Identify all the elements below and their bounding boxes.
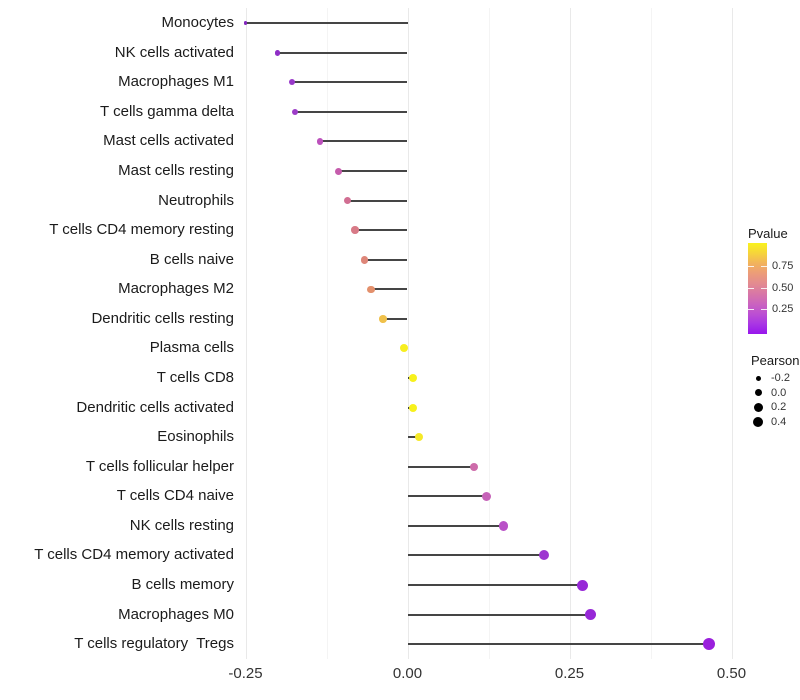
pearson-size-label: 0.4 xyxy=(771,415,787,428)
category-label: Plasma cells xyxy=(149,339,234,357)
stem-line xyxy=(355,229,408,232)
data-point xyxy=(274,50,280,56)
category-label: B cells memory xyxy=(131,576,234,594)
data-point xyxy=(469,462,479,471)
pvalue-tick-label: 0.75 xyxy=(772,260,794,272)
stem-line xyxy=(245,22,408,25)
data-point xyxy=(409,374,418,383)
grid-major--0.25 xyxy=(245,8,247,659)
pvalue-gradient-bar xyxy=(748,243,767,334)
stem-line xyxy=(407,554,544,557)
category-label: NK cells resting xyxy=(129,516,234,534)
category-label: T cells CD4 naive xyxy=(116,487,234,505)
category-label: T cells regulatory Tregs xyxy=(74,635,234,653)
data-point xyxy=(702,637,716,651)
stem-line xyxy=(407,643,709,646)
category-label: T cells gamma delta xyxy=(100,102,234,120)
data-point xyxy=(400,344,409,353)
data-point xyxy=(289,79,296,86)
x-tick-label: 0.25 xyxy=(554,665,585,682)
stem-line xyxy=(407,495,487,498)
category-label: Dendritic cells resting xyxy=(91,309,234,327)
x-tick-label: -0.25 xyxy=(228,665,263,682)
pearson-legend-title: Pearson xyxy=(751,353,800,368)
stem-line xyxy=(407,465,475,468)
category-label: T cells CD4 memory activated xyxy=(34,546,234,564)
stem-line xyxy=(292,81,408,84)
data-point xyxy=(576,579,588,591)
stem-line xyxy=(364,258,408,261)
grid-major-0 xyxy=(407,8,409,659)
pvalue-tick-label: 0.25 xyxy=(772,303,794,315)
category-label: Mast cells resting xyxy=(118,162,234,180)
category-label: T cells CD8 xyxy=(156,369,234,387)
data-point xyxy=(292,108,299,115)
pvalue-bar-tick xyxy=(748,287,754,289)
stem-line xyxy=(371,288,408,291)
stem-line xyxy=(407,524,504,527)
data-point xyxy=(584,609,596,621)
category-label: T cells CD4 memory resting xyxy=(49,221,234,239)
data-point xyxy=(482,491,492,501)
pvalue-bar-tick xyxy=(761,266,767,267)
category-label: Macrophages M0 xyxy=(118,605,234,623)
data-point xyxy=(316,138,324,145)
data-point xyxy=(367,285,375,294)
data-point xyxy=(538,550,549,561)
grid-minor-0.125 xyxy=(488,8,490,659)
x-tick-label: 0.00 xyxy=(392,665,423,682)
category-label: Dendritic cells activated xyxy=(76,398,234,416)
pvalue-bar-tick xyxy=(748,266,754,267)
grid-minor--0.125 xyxy=(326,8,328,659)
grid-minor-0.375 xyxy=(650,8,652,659)
category-label: Mast cells activated xyxy=(103,132,234,150)
pearson-size-label: -0.2 xyxy=(771,372,790,384)
pearson-size-dot xyxy=(754,389,762,397)
pvalue-bar-tick xyxy=(748,309,754,310)
stem-line xyxy=(407,584,583,587)
data-point xyxy=(409,403,418,412)
category-label: NK cells activated xyxy=(114,43,234,61)
data-point xyxy=(344,197,352,205)
stem-line xyxy=(277,51,408,54)
category-label: Monocytes xyxy=(161,14,234,32)
stem-line xyxy=(338,170,408,173)
pvalue-tick-label: 0.50 xyxy=(772,281,794,294)
stem-line xyxy=(407,436,420,439)
pearson-size-dot xyxy=(755,375,761,381)
stem-line xyxy=(347,199,408,202)
grid-major-0.25 xyxy=(569,8,571,659)
category-label: Eosinophils xyxy=(157,428,234,446)
data-point xyxy=(360,256,369,264)
category-label: Macrophages M2 xyxy=(118,280,234,298)
data-point xyxy=(243,21,248,25)
stem-line xyxy=(407,613,591,616)
pvalue-bar-tick xyxy=(761,287,767,289)
category-label: T cells follicular helper xyxy=(85,457,234,475)
category-label: Neutrophils xyxy=(158,191,234,209)
pearson-size-dot xyxy=(753,402,763,412)
category-label: B cells naive xyxy=(149,250,234,268)
data-point xyxy=(498,521,509,531)
pearson-size-dot xyxy=(752,416,764,428)
pvalue-legend-title: Pvalue xyxy=(748,226,788,241)
pvalue-bar-tick xyxy=(761,309,767,310)
data-point xyxy=(414,432,424,442)
stem-line xyxy=(382,317,408,320)
category-label: Macrophages M1 xyxy=(118,73,234,91)
data-point xyxy=(379,315,387,323)
stem-line xyxy=(295,110,408,113)
data-point xyxy=(351,226,359,234)
pearson-size-label: 0.0 xyxy=(771,386,787,399)
stem-line xyxy=(320,140,408,143)
pearson-size-label: 0.2 xyxy=(771,401,787,414)
data-point xyxy=(334,167,342,175)
x-tick-label: 0.50 xyxy=(716,665,747,682)
grid-major-0.5 xyxy=(731,8,733,659)
